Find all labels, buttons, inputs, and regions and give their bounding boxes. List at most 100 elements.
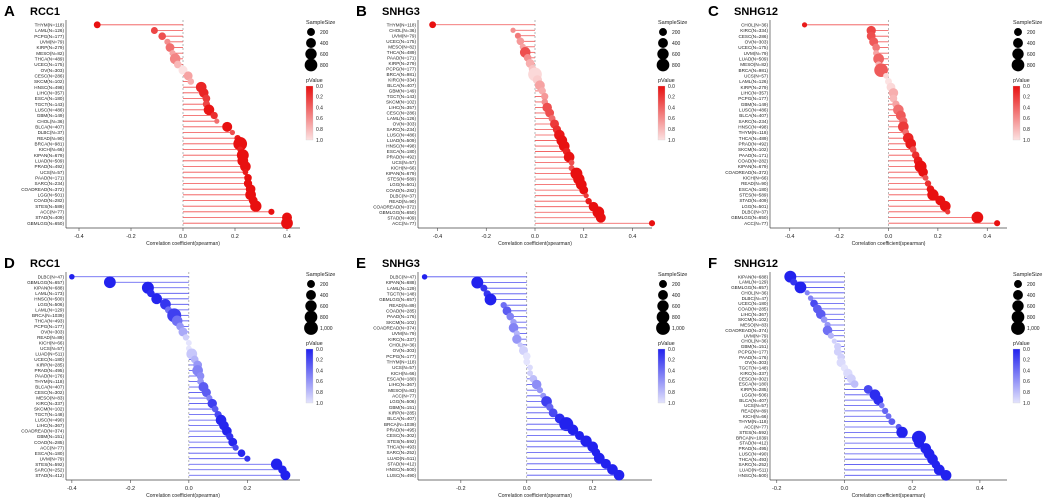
category-label: COADREAD(N=374) [725,328,768,333]
lollipop-point [613,469,625,481]
category-label: STES(N=589) [739,192,768,197]
lollipop-point [158,32,167,40]
size-legend-dot [656,310,670,324]
category-label: SKCM(N=102) [386,320,416,325]
category-label: BLCA(N=407) [387,416,416,421]
lollipop-point [536,387,544,394]
lollipop-point [945,209,951,215]
pvalue-legend-label: 0.0 [1023,84,1030,90]
category-label: CHOL(N=36) [741,339,768,344]
size-legend-dot [656,321,670,335]
category-label: READ(N=89) [741,408,768,413]
lollipop-point [480,284,488,292]
category-label: LAML(N=173) [35,291,64,296]
lollipop-point [888,418,896,426]
category-label: LUSC(N=486) [387,133,416,138]
category-label: COADREAD(N=372) [725,170,768,175]
category-label: LAML(N=126) [35,28,64,33]
category-label: OV(N=303) [393,122,417,127]
pvalue-colorbar [1012,85,1021,141]
x-tick-label: 0.0 [179,234,187,240]
category-label: LUSC(N=490) [387,473,416,478]
pvalue-legend-label: 0.8 [1023,127,1030,133]
category-label: LGG(N=501) [742,204,769,209]
category-label: UCEC(N=180) [34,357,64,362]
category-label: TGCT(N=143) [387,94,417,99]
category-label: SARC(N=252) [35,467,65,472]
x-tick-label: 0.0 [885,234,893,240]
size-legend-label: 800 [320,63,329,69]
category-label: OV(N=303) [41,68,65,73]
category-label: COADREAD(N=374) [21,429,64,434]
pvalue-legend-label: 0.2 [316,95,323,101]
category-label: THCA(N=489) [387,50,417,55]
size-legend-dot [1013,38,1023,48]
x-tick-label: 0.4 [283,234,291,240]
panel-b: B SNHG3 -0.4 -0.2 0.0 0.2 0.4 Correlation coeff… [356,3,687,247]
category-label: CESC(N=302) [387,433,417,438]
category-label: COAD(N=285) [34,440,64,445]
lollipop-point [538,87,546,95]
category-label: KICH(N=66) [743,414,769,419]
lollipop-point [178,65,188,75]
category-label: KIRC(N=334) [740,28,768,33]
x-tick-label: -0.2 [834,234,843,240]
category-label: UCEC(N=175) [738,45,768,50]
size-legend-dot [307,280,315,288]
lollipop-point [909,146,917,153]
pvalue-legend-title: pValue [658,78,675,84]
panel-a: A RCC1 -0.4 -0.2 0.0 0.2 0.4 Correlation coeffi… [4,3,335,247]
lollipop-point [563,151,575,163]
lollipop-point [233,136,248,151]
size-legend-label: 200 [1027,282,1036,288]
pvalue-legend-title: pValue [306,78,323,84]
lollipop-point [210,111,218,120]
category-label: CESC(N=286) [387,111,417,116]
lollipop-point [150,27,158,34]
lollipop-point [548,408,558,418]
category-label: DLBC(N=37) [742,209,769,214]
category-label: UCS(N=57) [744,403,768,408]
category-label: LAML(N=126) [387,116,416,121]
category-label: THYM(N=118) [739,130,769,135]
panel-title: SNHG12 [734,258,778,270]
lollipop-point [165,43,175,52]
size-legend-dot [1012,300,1024,312]
category-label: BLCA(N=407) [35,124,64,129]
category-label: LAML(N=129) [739,280,768,285]
panel-e: E SNHG3 -0.2 0.0 0.2 Correlation coefficient(… [356,255,687,499]
category-label: THCA(N=493) [739,457,769,462]
category-label: KIPAN(N=688) [386,280,417,285]
x-tick-label: 0.4 [629,234,637,240]
size-legend-label: 400 [320,293,329,299]
lollipop-point [147,289,155,298]
category-label: STAD(N=412) [739,441,768,446]
size-legend-label: 400 [1027,293,1036,299]
category-label: GBMLGG(N=657) [379,297,416,302]
category-label: BRCA(N=1039) [384,422,417,427]
size-legend-dot [305,48,317,60]
category-label: SARC(N=234) [35,181,65,186]
category-label: LIHC(N=357) [389,105,417,110]
lollipop-point [807,295,814,301]
lollipop-point [196,372,205,380]
category-label: LGG(N=501) [390,182,417,187]
panel-letter: B [356,3,367,20]
size-legend-dot [304,310,318,324]
lollipop-point [517,342,523,348]
category-label: DLBC(N=37) [38,130,65,135]
pvalue-legend-title: pValue [1013,341,1030,347]
category-label: ESCA(N=180) [739,187,769,192]
lollipop-point [883,72,889,79]
category-label: MESO(N=82) [388,44,416,49]
pvalue-legend-label: 0.4 [316,368,323,374]
category-label: TGCT(N=143) [35,102,65,107]
lollipop-point [240,161,251,172]
category-label: GBMLGG(N=650) [731,215,768,220]
pvalue-legend-label: 1.0 [668,401,675,407]
size-legend-label: 600 [1027,52,1036,58]
category-label: ESCA(N=180) [739,382,769,387]
category-label: GBMLGG(N=650) [27,221,64,226]
category-label: UVM(N=79) [40,39,65,44]
